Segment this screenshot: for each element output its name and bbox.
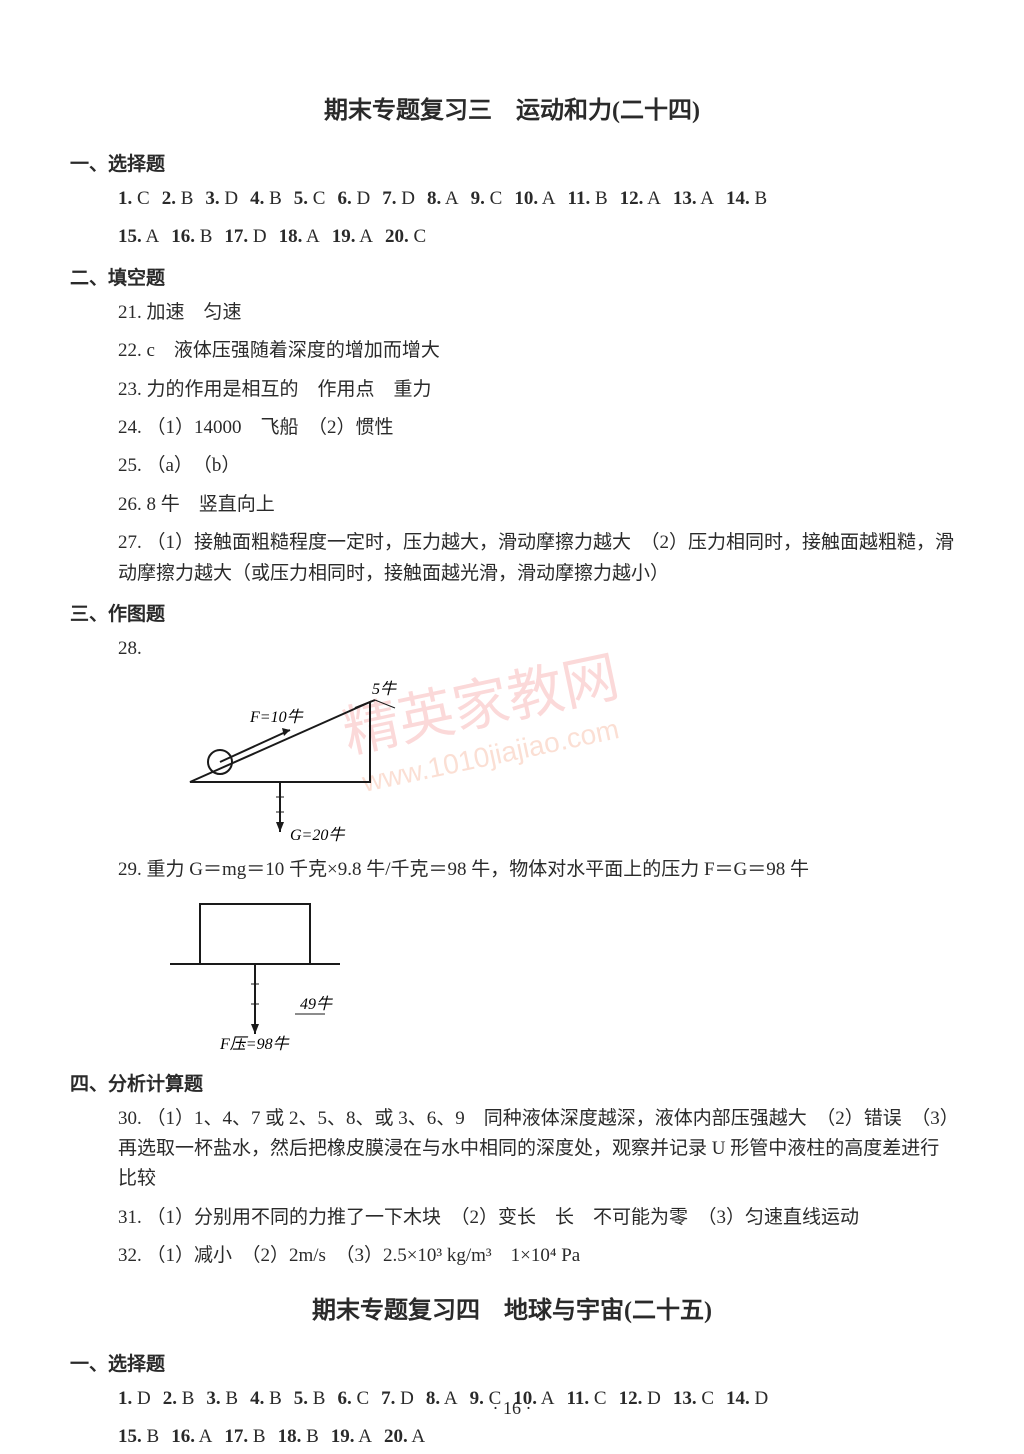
answer-item: 18. B [278, 1422, 319, 1452]
title-2: 期末专题复习四 地球与宇宙(二十五) [70, 1290, 954, 1325]
answer-item: 2. B [162, 184, 194, 214]
answer-item: 11. C [566, 1384, 606, 1414]
answer-item: 6. D [337, 184, 370, 214]
answer-item: 15. B [118, 1422, 159, 1452]
q25: 25. （a） （b） [118, 451, 954, 481]
answer-item: 5. B [294, 1384, 326, 1414]
answer-item: 20. C [385, 222, 426, 252]
answer-item: 10. A [513, 1384, 554, 1414]
answer-item: 18. A [279, 222, 320, 252]
section3-header: 三、作图题 [70, 599, 954, 626]
answer-item: 1. C [118, 184, 150, 214]
answer-item: 16. A [171, 1422, 212, 1452]
section1-header: 一、选择题 [70, 149, 954, 176]
answer-item: 4. B [250, 184, 282, 214]
answer-item: 15. A [118, 222, 159, 252]
answer-item: 7. D [382, 184, 415, 214]
section5-row1: 1. D 2. B 3. B 4. B 5. B 6. C 7. D 8. A 9. C 10. … [118, 1384, 954, 1414]
answer-item: 12. D [619, 1384, 661, 1414]
answer-item: 16. B [171, 222, 212, 252]
answer-item: 17. B [224, 1422, 265, 1452]
section1-row2: 15. A 16. B 17. D 18. A 19. A 20. C [118, 222, 954, 252]
answer-item: 5. C [294, 184, 326, 214]
q24: 24. （1）14000 飞船 （2）惯性 [118, 413, 954, 443]
answer-item: 1. D [118, 1384, 151, 1414]
block-diagram: 49牛 F压=98牛 [160, 894, 380, 1054]
q27: 27. （1）接触面粗糙程度一定时，压力越大，滑动摩擦力越大 （2）压力相同时，… [118, 528, 954, 589]
answer-item: 17. D [224, 222, 266, 252]
q26: 26. 8 牛 竖直向上 [118, 490, 954, 520]
answer-item: 20. A [384, 1422, 425, 1452]
answer-item: 13. C [673, 1384, 714, 1414]
answer-item: 4. B [250, 1384, 282, 1414]
title-1: 期末专题复习三 运动和力(二十四) [70, 90, 954, 125]
answer-item: 13. A [673, 184, 714, 214]
answer-item: 14. D [726, 1384, 768, 1414]
q29: 29. 重力 G＝mg＝10 千克×9.8 牛/千克＝98 牛，物体对水平面上的… [118, 855, 954, 885]
answer-item: 9. C [470, 1384, 502, 1414]
diagram-28: F=10牛 5牛 G=20牛 [160, 672, 954, 847]
answer-item: 6. C [337, 1384, 369, 1414]
fpress-label: F压=98牛 [219, 1035, 290, 1053]
answer-item: 11. B [568, 184, 608, 214]
q23: 23. 力的作用是相互的 作用点 重力 [118, 375, 954, 405]
section5-header: 一、选择题 [70, 1349, 954, 1376]
q21: 21. 加速 匀速 [118, 298, 954, 328]
f-label: F=10牛 [249, 708, 304, 726]
half-label: 49牛 [300, 995, 333, 1013]
g-label: G=20牛 [290, 826, 345, 842]
answer-item: 3. B [206, 1384, 238, 1414]
q22: 22. c 液体压强随着深度的增加而增大 [118, 336, 954, 366]
answer-item: 2. B [163, 1384, 195, 1414]
section2-header: 二、填空题 [70, 263, 954, 290]
answer-item: 7. D [381, 1384, 414, 1414]
q31: 31. （1）分别用不同的力推了一下木块 （2）变长 长 不可能为零 （3）匀速… [118, 1203, 954, 1233]
answer-item: 19. A [332, 222, 373, 252]
answer-item: 9. C [471, 184, 503, 214]
q30: 30. （1）1、4、7 或 2、5、8、或 3、6、9 同种液体深度越深，液体… [118, 1104, 954, 1195]
q28: 28. [118, 634, 954, 664]
diagram-29: 49牛 F压=98牛 [160, 894, 954, 1059]
answer-item: 3. D [205, 184, 238, 214]
answer-item: 12. A [620, 184, 661, 214]
incline-diagram: F=10牛 5牛 G=20牛 [160, 672, 420, 842]
section5-row2: 15. B 16. A 17. B 18. B 19. A 20. A [118, 1422, 954, 1452]
page-content: 期末专题复习三 运动和力(二十四) 一、选择题 1. C 2. B 3. D 4. B… [70, 90, 954, 1452]
answer-item: 14. B [726, 184, 767, 214]
answer-item: 8. A [426, 1384, 458, 1414]
section4-header: 四、分析计算题 [70, 1069, 954, 1096]
answer-item: 19. A [331, 1422, 372, 1452]
answer-item: 8. A [427, 184, 459, 214]
section1-row1: 1. C 2. B 3. D 4. B 5. C 6. D 7. D 8. A 9. C 10. … [118, 184, 954, 214]
five-label: 5牛 [372, 680, 397, 698]
q32: 32. （1）减小 （2）2m/s （3）2.5×10³ kg/m³ 1×10⁴… [118, 1241, 954, 1271]
answer-item: 10. A [514, 184, 555, 214]
